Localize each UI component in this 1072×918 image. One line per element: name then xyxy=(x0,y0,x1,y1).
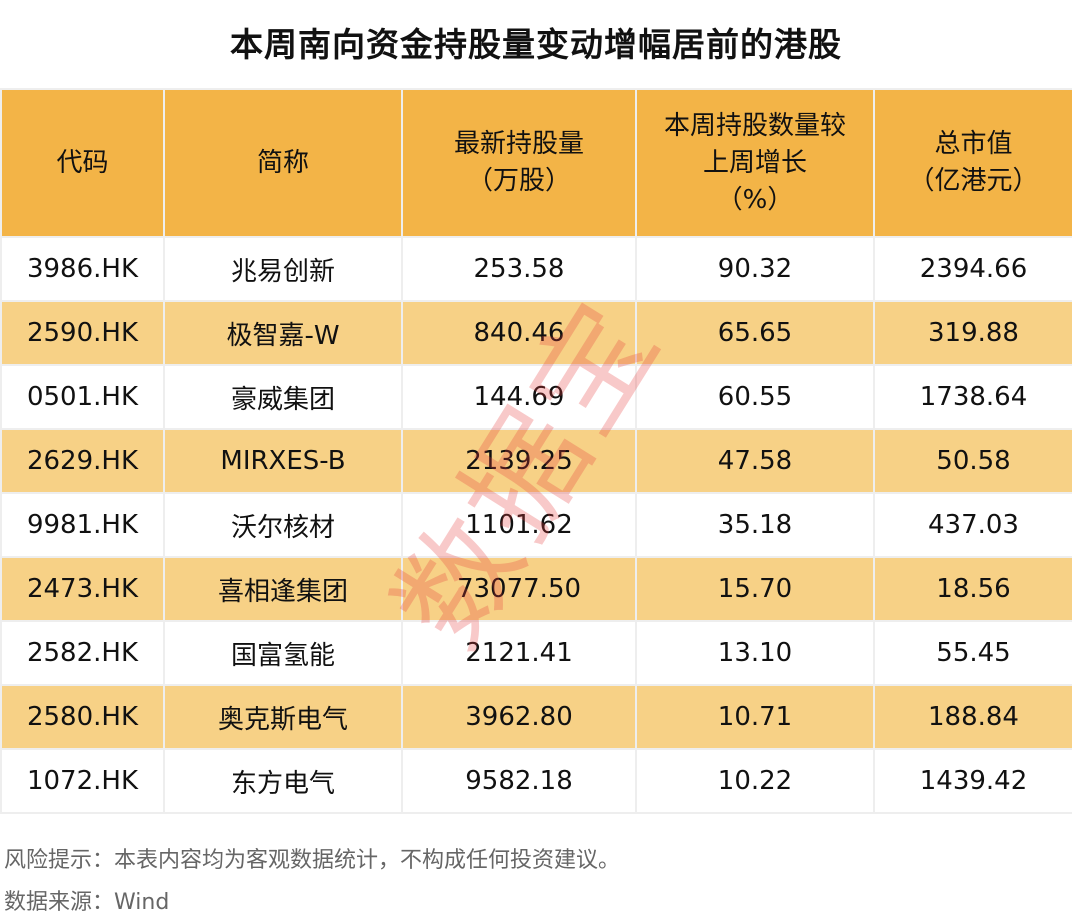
table-cell: 2394.66 xyxy=(873,236,1072,302)
table-row: 1072.HK 东方电气 9582.18 10.22 1439.42 xyxy=(0,748,1072,814)
table-cell: 65.65 xyxy=(635,300,875,366)
table-cell: 1101.62 xyxy=(401,492,637,558)
table-cell: 2590.HK xyxy=(0,300,165,366)
column-header: 总市值 （亿港元） xyxy=(873,88,1072,238)
table-cell: 2629.HK xyxy=(0,428,165,494)
table-header-row: 代码 简称 最新持股量 （万股） 本周持股数量较 上周增长 （%） 总市值 （亿港元） xyxy=(0,88,1072,238)
table-cell: 47.58 xyxy=(635,428,875,494)
table-cell: 沃尔核材 xyxy=(163,492,403,558)
table-row: 2473.HK 喜相逢集团 73077.50 15.70 18.56 xyxy=(0,556,1072,622)
table-cell: 35.18 xyxy=(635,492,875,558)
table-cell: 144.69 xyxy=(401,364,637,430)
table-cell: 15.70 xyxy=(635,556,875,622)
data-table: 代码 简称 最新持股量 （万股） 本周持股数量较 上周增长 （%） 总市值 （亿港元） … xyxy=(0,88,1072,814)
table-cell: 国富氢能 xyxy=(163,620,403,686)
table-cell: 兆易创新 xyxy=(163,236,403,302)
table-cell: 60.55 xyxy=(635,364,875,430)
table-cell: 840.46 xyxy=(401,300,637,366)
column-header: 简称 xyxy=(163,88,403,238)
column-header: 代码 xyxy=(0,88,165,238)
table-row: 3986.HK 兆易创新 253.58 90.32 2394.66 xyxy=(0,236,1072,302)
table-cell: 0501.HK xyxy=(0,364,165,430)
table-cell: 极智嘉-W xyxy=(163,300,403,366)
table-row: 2580.HK 奥克斯电气 3962.80 10.71 188.84 xyxy=(0,684,1072,750)
table-cell: 东方电气 xyxy=(163,748,403,814)
table-cell: 1738.64 xyxy=(873,364,1072,430)
table-cell: 253.58 xyxy=(401,236,637,302)
table-cell: 55.45 xyxy=(873,620,1072,686)
table-cell: 9981.HK xyxy=(0,492,165,558)
table-row: 0501.HK 豪威集团 144.69 60.55 1738.64 xyxy=(0,364,1072,430)
page-title: 本周南向资金持股量变动增幅居前的港股 xyxy=(230,25,842,64)
table-cell: MIRXES-B xyxy=(163,428,403,494)
table-cell: 437.03 xyxy=(873,492,1072,558)
table-cell: 2139.25 xyxy=(401,428,637,494)
table-cell: 10.22 xyxy=(635,748,875,814)
table-row: 9981.HK 沃尔核材 1101.62 35.18 437.03 xyxy=(0,492,1072,558)
table-cell: 18.56 xyxy=(873,556,1072,622)
risk-disclaimer: 风险提示：本表内容均为客观数据统计，不构成任何投资建议。 xyxy=(4,848,621,873)
table-cell: 3962.80 xyxy=(401,684,637,750)
table-cell: 50.58 xyxy=(873,428,1072,494)
table-cell: 188.84 xyxy=(873,684,1072,750)
table-cell: 2580.HK xyxy=(0,684,165,750)
table-cell: 奥克斯电气 xyxy=(163,684,403,750)
table-cell: 豪威集团 xyxy=(163,364,403,430)
table-cell: 1439.42 xyxy=(873,748,1072,814)
table-row: 2590.HK 极智嘉-W 840.46 65.65 319.88 xyxy=(0,300,1072,366)
table-row: 2582.HK 国富氢能 2121.41 13.10 55.45 xyxy=(0,620,1072,686)
table-cell: 2582.HK xyxy=(0,620,165,686)
table-cell: 3986.HK xyxy=(0,236,165,302)
table-cell: 1072.HK xyxy=(0,748,165,814)
table-cell: 319.88 xyxy=(873,300,1072,366)
data-source: 数据来源：Wind xyxy=(4,890,170,915)
column-header: 最新持股量 （万股） xyxy=(401,88,637,238)
table-cell: 13.10 xyxy=(635,620,875,686)
table-row: 2629.HK MIRXES-B 2139.25 47.58 50.58 xyxy=(0,428,1072,494)
table-cell: 90.32 xyxy=(635,236,875,302)
table-cell: 2473.HK xyxy=(0,556,165,622)
table-cell: 2121.41 xyxy=(401,620,637,686)
table-cell: 73077.50 xyxy=(401,556,637,622)
table-cell: 喜相逢集团 xyxy=(163,556,403,622)
table-cell: 9582.18 xyxy=(401,748,637,814)
table-cell: 10.71 xyxy=(635,684,875,750)
column-header: 本周持股数量较 上周增长 （%） xyxy=(635,88,875,238)
